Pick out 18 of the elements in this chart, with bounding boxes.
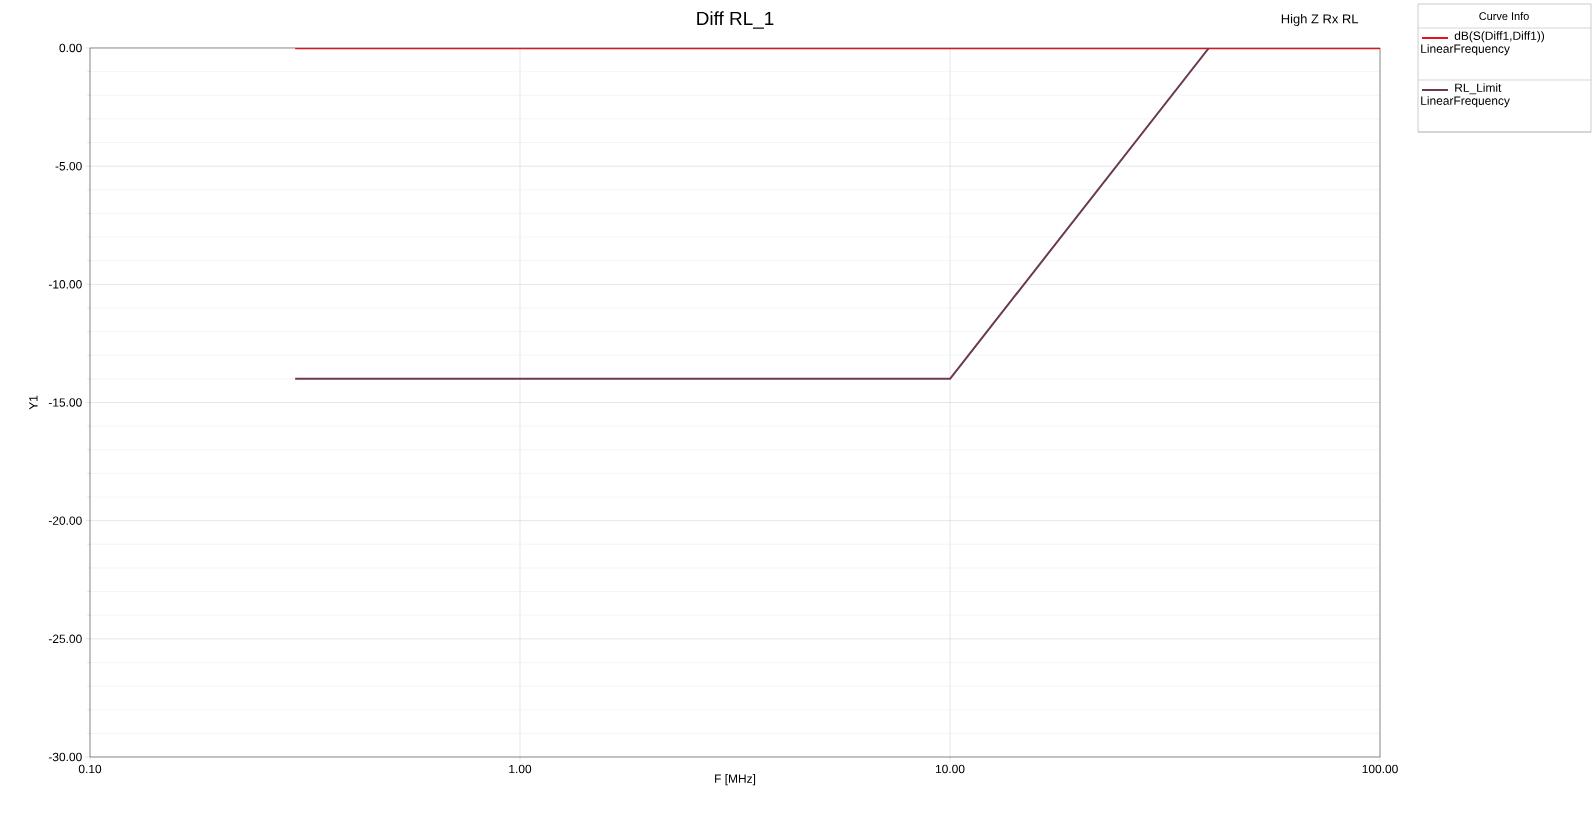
x-tick-label: 100.00 (1362, 764, 1398, 774)
x-tick-label: 0.10 (78, 764, 102, 774)
y-tick-label: -5.00 (55, 161, 82, 171)
legend-title: Curve Info (1479, 11, 1529, 21)
y-axis-title: Y1 (29, 395, 38, 410)
x-axis-title: F [MHz] (715, 774, 756, 786)
y-tick-label: 0.00 (59, 43, 82, 53)
y-tick-label: -25.00 (48, 634, 82, 644)
text: High Z Rx RL (1281, 13, 1359, 27)
y-tick-label: -30.00 (48, 752, 82, 762)
y-tick-label: -20.00 (48, 516, 82, 525)
legend-label: dB(S(Diff1,Diff1)) LinearFrequency (1421, 31, 1545, 56)
y-tick-label: -10.00 (48, 280, 82, 289)
x-tick-label: 1.00 (509, 764, 532, 774)
x-tick-label: 10.00 (935, 764, 965, 774)
y-tick-label: -15.00 (48, 398, 82, 407)
chart-title: Diff RL_1 (697, 11, 774, 29)
legend-label: RL_Limit LinearFrequency (1421, 83, 1510, 108)
